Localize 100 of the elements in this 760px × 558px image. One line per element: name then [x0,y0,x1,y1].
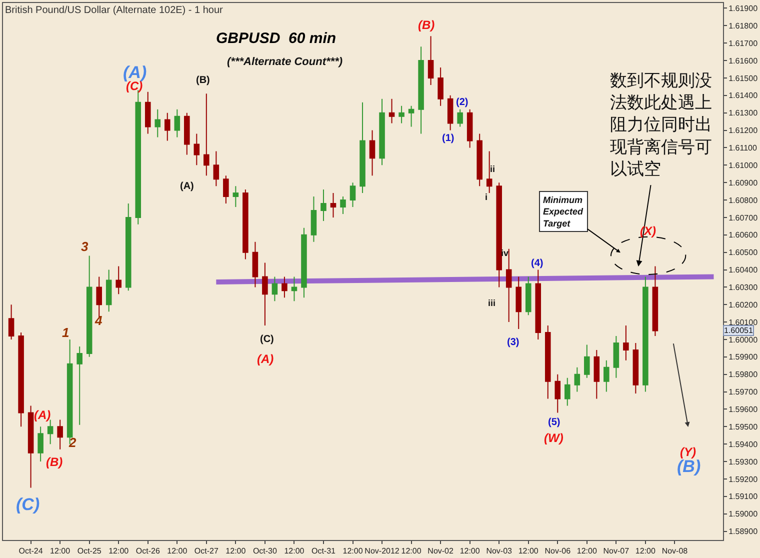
y-tick-label: 1.59900 [728,352,758,362]
candlestick [554,374,561,414]
candlestick [632,342,639,394]
annotation: (B) [418,18,435,32]
annotation: (5) [548,417,560,428]
candlestick [564,377,570,406]
candlestick [28,405,34,488]
candlestick [116,266,122,295]
candlestick [86,255,92,358]
candlestick [232,186,239,208]
annotation: (Y) [680,445,696,459]
x-tick-label: 12:00 [108,546,130,556]
x-tick-label: 12:00 [167,546,188,556]
candlestick [282,276,288,298]
candlestick [291,276,298,302]
x-tick-label: Oct-24 [18,546,44,556]
annotation: 4 [94,313,103,328]
candlestick [652,266,658,337]
y-tick-label: 1.59300 [728,457,758,466]
y-tick-label: 1.61800 [728,21,758,30]
y-tick-label: 1.61200 [728,126,758,136]
candlestick [398,105,404,124]
candlestick [57,419,63,450]
candlestick [604,360,610,392]
x-tick-label: 12:00 [342,546,364,556]
y-tick-label: 1.59500 [728,422,758,432]
y-tick-label: 1.61400 [728,91,758,100]
candlestick [544,325,551,400]
annotation: 1.60051 [724,326,754,335]
x-tick-label: 12:00 [460,546,480,556]
y-tick-label: 1.59400 [728,440,758,449]
x-tick-label: 12:00 [401,546,422,556]
candlestick [438,67,444,106]
x-tick-label: Nov-08 [662,546,688,556]
y-tick-label: 1.60900 [728,178,758,188]
candlestick [272,276,278,302]
candlestick [574,366,580,392]
y-tick-label: 1.60100 [728,318,758,327]
x-tick-label: 12:00 [50,546,71,556]
candlestick [310,196,317,242]
y-tick-label: 1.61300 [728,108,758,118]
candlestick [584,344,590,378]
x-tick-label: 12:00 [635,546,656,556]
y-tick-label: 1.61700 [728,38,758,48]
y-tick-label: 1.61900 [728,4,758,14]
candlestick [106,269,112,312]
y-tick-label: 1.60400 [728,266,758,275]
candlestick [642,276,648,392]
x-tick-label: Oct-25 [77,546,102,556]
candlestick [388,98,395,124]
annotation: (B) [677,457,701,476]
y-tick-label: 1.59100 [728,492,758,502]
x-tick-label: 12:00 [284,546,305,556]
annotation: (C) [16,495,40,514]
y-tick-label: 1.61500 [728,74,758,83]
candlestick [428,36,434,86]
candlestick [252,241,258,288]
y-tick-label: 1.60700 [728,213,758,222]
annotation: (B) [196,75,210,86]
annotation: ii [490,164,496,174]
x-tick-label: Oct-27 [194,546,219,556]
y-tick-label: 1.60600 [728,230,758,240]
annotation: iii [488,298,496,308]
x-tick-label: Nov-02 [428,546,454,556]
candlestick [476,133,482,187]
candlestick [223,175,229,204]
y-tick-label: 1.60500 [728,248,758,258]
annotation: (A) [123,63,147,82]
candlestick [525,276,532,316]
candlestick [535,269,542,340]
candlestick [360,102,366,194]
annotation: i [485,192,488,202]
y-tick-label: 1.60800 [728,196,758,205]
text: GBPUSD 60 min [216,30,336,47]
candlestick [184,112,190,156]
annotation: 数到不规则没法数此处遇上阻力位同时出现背离信号可以试空 [610,71,712,180]
annotation: (B) [46,455,63,469]
y-tick-label: 1.58900 [728,527,758,536]
candlestick [154,108,161,138]
x-tick-label: 12:00 [518,546,539,556]
annotation: (A) [257,352,274,366]
x-tick-label: Nov-03 [486,546,513,556]
annotation: (3) [507,337,520,348]
annotation: Minimum Expected Target [543,195,584,228]
candlestick [486,150,492,194]
candlestick [8,304,14,340]
y-tick-label: 1.60200 [728,300,758,310]
y-tick-label: 1.59200 [728,474,758,484]
y-tick-label: 1.61000 [728,160,758,170]
annotation: 2 [68,435,77,450]
x-tick-label: Nov-06 [544,546,572,556]
x-tick-label: 12:00 [226,546,246,556]
candlestick [466,108,473,148]
candlestick [350,182,356,208]
candlestick [242,189,248,260]
candlestick [330,192,336,218]
annotation: 3 [81,239,89,254]
chart-title: British Pound/US Dollar (Alternate 102E) - 1 hour [5,5,224,16]
candlestick [408,105,414,128]
annotation: (***Alternate Count***) [227,56,343,68]
